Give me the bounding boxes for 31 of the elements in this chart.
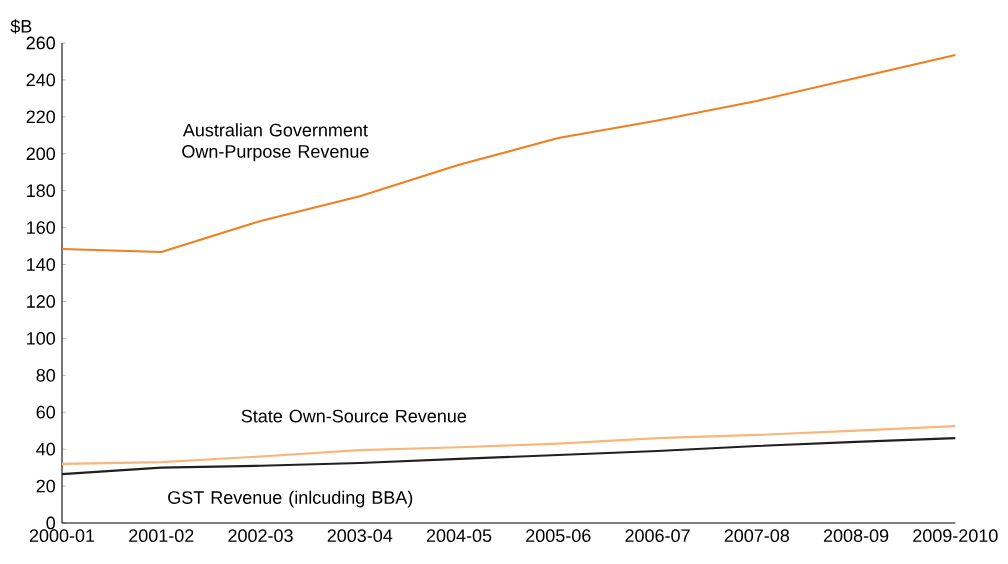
x-tick-label: 2009-2010 [913, 529, 998, 542]
x-tick-label: 2003-04 [327, 529, 393, 542]
x-tick-label: 2001-02 [129, 529, 194, 542]
x-tick-label: 2007-08 [724, 529, 790, 542]
line-series [60, 53, 957, 254]
y-tick-label: 180 [27, 184, 56, 198]
y-tick-label: 80 [36, 368, 56, 382]
y-tick-label: 0 [46, 516, 56, 530]
line-series [60, 424, 957, 465]
y-tick-label: 60 [36, 405, 56, 419]
y-tick-label: 40 [36, 442, 56, 456]
x-tick-label: 2004-05 [426, 529, 492, 542]
x-tick-label: 2002-03 [228, 529, 293, 542]
y-tick-label: 140 [27, 258, 56, 271]
x-tick-label: 2000-01 [29, 529, 95, 542]
series-label: State Own-Source Revenue [241, 409, 467, 423]
y-tick-label: 100 [27, 332, 56, 345]
y-tick-label: 220 [26, 110, 56, 124]
y-tick-label: 20 [36, 479, 56, 493]
y-axis-title: $B [10, 19, 32, 34]
line-series [60, 436, 957, 476]
y-tick-label: 260 [26, 36, 56, 50]
y-tick-label: 160 [27, 221, 56, 234]
series-label: GST Revenue (inlcuding BBA) [168, 490, 413, 508]
series-label: Australian Government Own-Purpose Revenue [182, 123, 369, 162]
y-tick-label: 120 [27, 295, 56, 308]
x-tick-label: 2006-07 [625, 529, 690, 542]
y-tick-label: 240 [26, 73, 56, 87]
x-tick-label: 2008-09 [823, 529, 889, 542]
y-tick-label: 200 [26, 147, 56, 161]
x-tick-label: 2005-06 [526, 529, 591, 542]
